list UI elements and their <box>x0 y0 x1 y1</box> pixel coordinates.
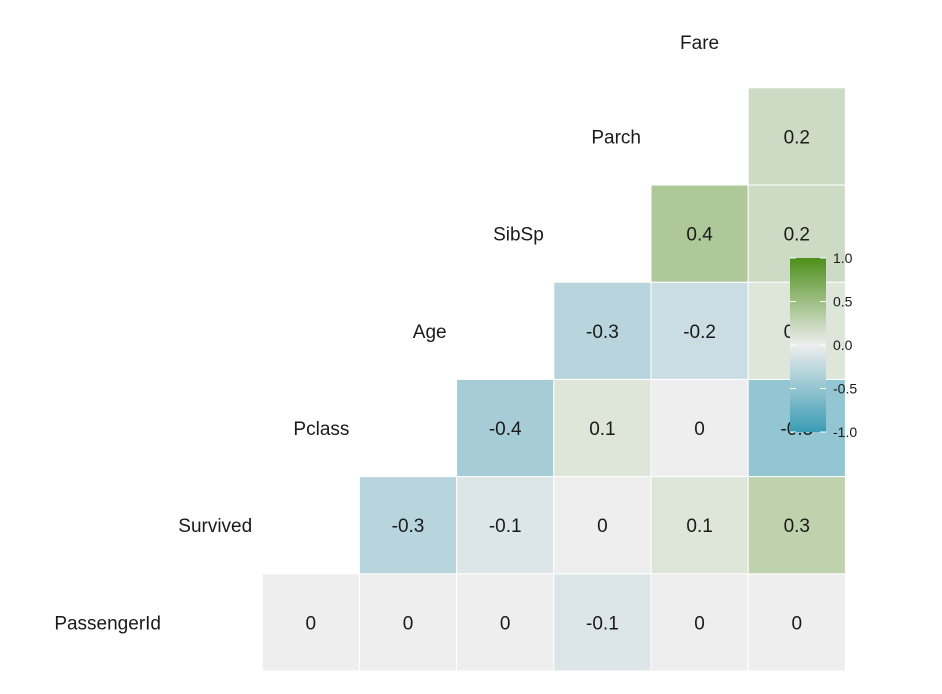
heatmap-cell-parch-sibsp <box>650 184 749 283</box>
cell-value-label: -0.3 <box>586 322 619 343</box>
variable-labels: PassengerId Survived Pclass Age SibSp Parch Fa… <box>54 33 719 634</box>
variable-label-sibsp: SibSp <box>493 225 544 246</box>
cell-value-label: -0.1 <box>586 613 619 634</box>
variable-label-pclass: Pclass <box>293 419 349 440</box>
heatmap-cell-age-survived <box>456 476 555 575</box>
heatmap-cell-fare-parch <box>747 87 846 186</box>
heatmap-cell-pclass-passengerid <box>358 573 458 672</box>
legend-tick-label: 0.0 <box>833 337 853 353</box>
variable-label-fare: Fare <box>680 33 719 54</box>
cell-value-label: 0 <box>306 613 317 634</box>
heatmap-cells: 0 0 -0.3 0 -0.1 -0.4 -0.1 0 0.1 -0.3 0 0.1 0 -0.2 0.4 0… <box>261 87 846 672</box>
cell-value-label: 0.1 <box>686 516 712 537</box>
cell-value-label: 0 <box>500 613 511 634</box>
legend-tick-label: 1.0 <box>833 250 853 266</box>
variable-label-survived: Survived <box>178 516 252 537</box>
cell-value-label: 0 <box>403 613 414 634</box>
heatmap-cell-fare-passengerid <box>747 573 846 672</box>
heatmap-cell-age-passengerid <box>456 573 555 672</box>
cell-value-label: 0 <box>597 516 608 537</box>
heatmap-cell-parch-survived <box>650 476 749 575</box>
heatmap-cell-sibsp-age <box>553 281 652 380</box>
color-legend: 1.0 0.5 0.0 -0.5 -1.0 <box>790 250 857 440</box>
cell-value-label: 0 <box>792 613 803 634</box>
cell-value-label: 0.2 <box>784 225 810 246</box>
cell-value-label: 0.3 <box>784 516 810 537</box>
cell-value-label: -0.4 <box>489 419 522 440</box>
cell-value-label: -0.1 <box>489 516 522 537</box>
cell-value-label: 0.4 <box>686 225 713 246</box>
heatmap-cell-sibsp-pclass <box>553 378 652 478</box>
heatmap-cell-pclass-survived <box>358 476 458 575</box>
heatmap-cell-survived-passengerid <box>261 573 360 672</box>
variable-label-passengerid: PassengerId <box>54 613 161 634</box>
heatmap-cell-parch-pclass <box>650 378 749 478</box>
heatmap-cell-age-pclass <box>456 378 555 478</box>
cell-value-label: 0.1 <box>589 419 615 440</box>
heatmap-cell-sibsp-passengerid <box>553 573 652 672</box>
cell-value-label: 0 <box>694 419 705 440</box>
variable-label-age: Age <box>413 322 447 343</box>
legend-tick-label: -0.5 <box>833 381 857 397</box>
heatmap-cell-fare-survived <box>747 476 846 575</box>
cell-value-label: 0 <box>694 613 705 634</box>
legend-tick-label: -1.0 <box>833 424 857 440</box>
variable-label-parch: Parch <box>591 127 641 148</box>
legend-tick-label: 0.5 <box>833 294 853 310</box>
cell-value-label: -0.2 <box>683 322 716 343</box>
cell-value-label: 0.2 <box>784 127 810 148</box>
heatmap-cell-sibsp-survived <box>553 476 652 575</box>
cell-value-label: -0.3 <box>392 516 425 537</box>
